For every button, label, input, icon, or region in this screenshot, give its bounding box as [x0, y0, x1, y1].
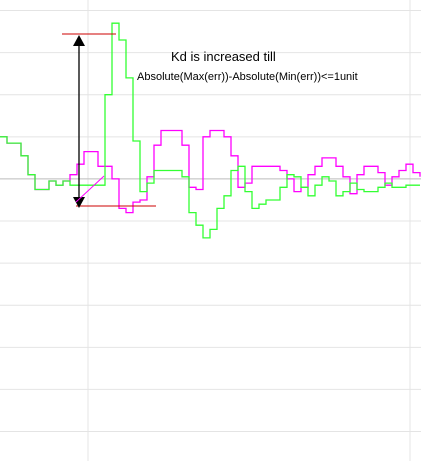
arrow-down-icon: [73, 197, 85, 208]
pointer-diagonal-line: [75, 175, 105, 203]
annotation-title: Kd is increased till: [171, 49, 276, 64]
peak-annotation: [62, 33, 156, 208]
series-line-1: [0, 129, 421, 214]
series-layer: [0, 22, 421, 239]
annotation-condition: Absolute(Max(err))-Absolute(Min(err))<=1…: [137, 71, 358, 83]
series-line-2: [0, 22, 420, 239]
arrow-up-icon: [73, 35, 85, 46]
